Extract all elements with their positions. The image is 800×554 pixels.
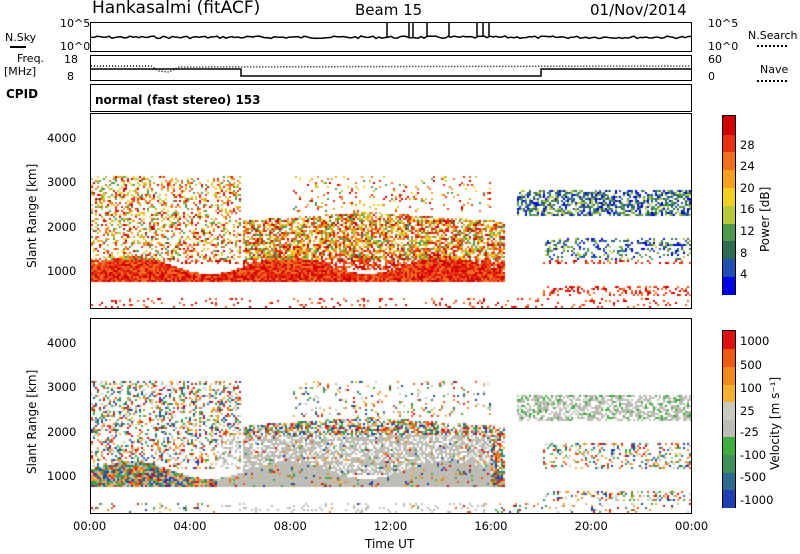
colorbar-segment — [723, 471, 735, 491]
colorbar-tick-label: -25 — [740, 425, 759, 440]
colorbar-segment — [723, 454, 735, 473]
freq-label-line1: Freq. — [17, 52, 45, 65]
freq-left-tick-top: 18 — [64, 53, 78, 66]
range-tick-label: 3000 — [47, 175, 77, 190]
colorbar-tick-label: 12 — [740, 224, 755, 238]
colorbar-segment — [723, 436, 735, 456]
noise-left-tick-top: 10^5 — [60, 17, 91, 30]
colorbar-segment — [723, 366, 735, 385]
range-tick-label: 4000 — [47, 130, 77, 145]
time-tick-label: 12:00 — [374, 519, 408, 533]
velocity-colorbar — [722, 330, 736, 508]
freq-right-tick-top: 60 — [708, 53, 722, 66]
range-tick-label: 3000 — [47, 380, 77, 395]
range-tick-label: 1000 — [47, 469, 77, 484]
power-ylabel: Slant Range [km] — [25, 163, 39, 268]
time-tick-label: 00:00 — [73, 519, 107, 533]
freq-label-line2: [MHz] — [4, 65, 37, 78]
time-axis-label: Time UT — [365, 537, 415, 551]
cpid-label: CPID — [6, 87, 39, 101]
velocity-heatmap — [91, 319, 691, 513]
colorbar-tick-label: 20 — [740, 180, 755, 195]
colorbar-segment — [723, 169, 735, 189]
velocity-panel — [90, 318, 692, 514]
noise-left-tick-bottom: 10^0 — [60, 40, 91, 53]
nave-legend-line — [757, 80, 787, 82]
station-title: Hankasalmi (fitACF) — [92, 0, 261, 18]
power-heatmap — [91, 114, 691, 308]
colorbar-segment — [723, 383, 735, 403]
cpid-mode-text: normal (fast stereo) 153 — [95, 93, 261, 107]
colorbar-segment — [723, 187, 735, 206]
noise-trace — [91, 23, 691, 40]
velocity-colorbar-label: Velocity [m s⁻¹] — [768, 376, 782, 470]
beam-title: Beam 15 — [355, 1, 423, 19]
colorbar-segment — [723, 222, 735, 242]
noise-search-label: N.Search — [748, 29, 798, 42]
velocity-ylabel: Slant Range [km] — [25, 369, 39, 474]
power-colorbar — [722, 115, 736, 295]
time-tick-label: 00:00 — [675, 519, 709, 533]
time-tick-label: 08:00 — [273, 519, 307, 533]
colorbar-segment — [723, 258, 735, 278]
time-tick-label: 20:00 — [574, 519, 608, 533]
date-title: 01/Nov/2014 — [590, 1, 687, 19]
colorbar-segment — [723, 116, 735, 135]
colorbar-tick-label: -500 — [740, 469, 767, 484]
range-tick-label: 2000 — [47, 219, 77, 234]
colorbar-segment — [723, 133, 735, 153]
noise-panel — [90, 22, 692, 52]
noise-search-legend-line — [757, 45, 787, 47]
cpid-panel: normal (fast stereo) 153 — [90, 84, 692, 112]
colorbar-tick-label: -1000 — [740, 492, 774, 507]
noise-right-tick-top: 10^5 — [708, 17, 739, 30]
power-panel — [90, 113, 692, 309]
time-tick-label: 04:00 — [173, 519, 207, 533]
colorbar-tick-label: -100 — [740, 448, 767, 463]
freq-right-tick-bottom: 0 — [708, 70, 715, 83]
nave-label: Nave — [760, 63, 789, 76]
colorbar-tick-label: 100 — [740, 380, 762, 395]
colorbar-tick-label: 500 — [740, 357, 762, 372]
colorbar-segment — [723, 151, 735, 171]
freq-line — [91, 68, 691, 77]
time-tick-label: 16:00 — [474, 519, 508, 533]
power-colorbar-label: Power [dB] — [758, 186, 772, 252]
range-tick-label: 1000 — [47, 264, 77, 279]
colorbar-tick-label: 24 — [740, 159, 755, 174]
colorbar-tick-label: 16 — [740, 202, 755, 217]
colorbar-segment — [723, 205, 735, 224]
range-tick-label: 4000 — [47, 335, 77, 350]
freq-left-tick-bottom: 8 — [67, 70, 74, 83]
colorbar-segment — [723, 348, 735, 368]
colorbar-tick-label: 8 — [740, 245, 748, 260]
range-tick-label: 2000 — [47, 424, 77, 439]
colorbar-tick-label: 28 — [740, 137, 755, 152]
colorbar-tick-label: 1000 — [740, 334, 770, 349]
colorbar-segment — [723, 401, 735, 420]
colorbar-segment — [723, 240, 735, 260]
freq-panel — [90, 55, 692, 81]
noise-right-tick-bottom: 10^0 — [708, 40, 739, 53]
colorbar-segment — [723, 276, 735, 295]
colorbar-segment — [723, 489, 735, 508]
colorbar-segment — [723, 331, 735, 350]
noise-sky-line — [91, 35, 691, 40]
colorbar-segment — [723, 419, 735, 438]
colorbar-tick-label: 25 — [740, 403, 755, 418]
noise-sky-legend-line — [10, 46, 26, 48]
freq-trace — [91, 65, 691, 77]
colorbar-tick-label: 4 — [740, 267, 748, 282]
noise-sky-label: N.Sky — [5, 31, 37, 44]
